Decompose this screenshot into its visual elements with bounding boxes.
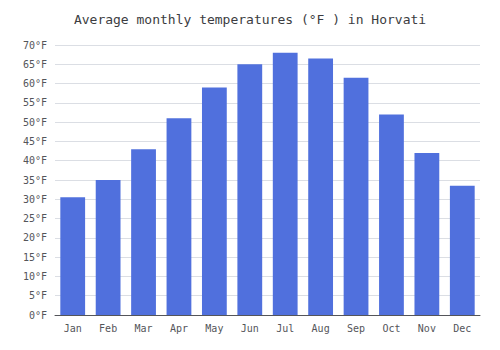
svg-text:May: May xyxy=(205,323,223,334)
svg-text:Mar: Mar xyxy=(135,323,153,334)
svg-text:Apr: Apr xyxy=(170,323,188,334)
svg-text:50°F: 50°F xyxy=(23,117,47,128)
svg-text:Dec: Dec xyxy=(453,323,471,334)
svg-text:60°F: 60°F xyxy=(23,78,47,89)
svg-text:Aug: Aug xyxy=(312,323,330,334)
svg-text:25°F: 25°F xyxy=(23,213,47,224)
svg-text:20°F: 20°F xyxy=(23,232,47,243)
svg-text:15°F: 15°F xyxy=(23,252,47,263)
svg-text:Average monthly temperatures (: Average monthly temperatures (°F ) in Ho… xyxy=(74,12,426,27)
svg-text:Jul: Jul xyxy=(276,323,294,334)
svg-text:65°F: 65°F xyxy=(23,59,47,70)
svg-text:Feb: Feb xyxy=(99,323,117,334)
svg-text:45°F: 45°F xyxy=(23,136,47,147)
svg-text:70°F: 70°F xyxy=(23,40,47,51)
svg-text:5°F: 5°F xyxy=(29,290,47,301)
svg-text:10°F: 10°F xyxy=(23,271,47,282)
svg-text:35°F: 35°F xyxy=(23,175,47,186)
svg-text:Jan: Jan xyxy=(64,323,82,334)
svg-text:Nov: Nov xyxy=(418,323,436,334)
svg-text:40°F: 40°F xyxy=(23,155,47,166)
svg-text:Jun: Jun xyxy=(241,323,259,334)
svg-text:Sep: Sep xyxy=(347,323,365,334)
svg-text:55°F: 55°F xyxy=(23,97,47,108)
svg-text:30°F: 30°F xyxy=(23,194,47,205)
svg-text:0°F: 0°F xyxy=(29,310,47,321)
svg-text:Oct: Oct xyxy=(382,323,400,334)
